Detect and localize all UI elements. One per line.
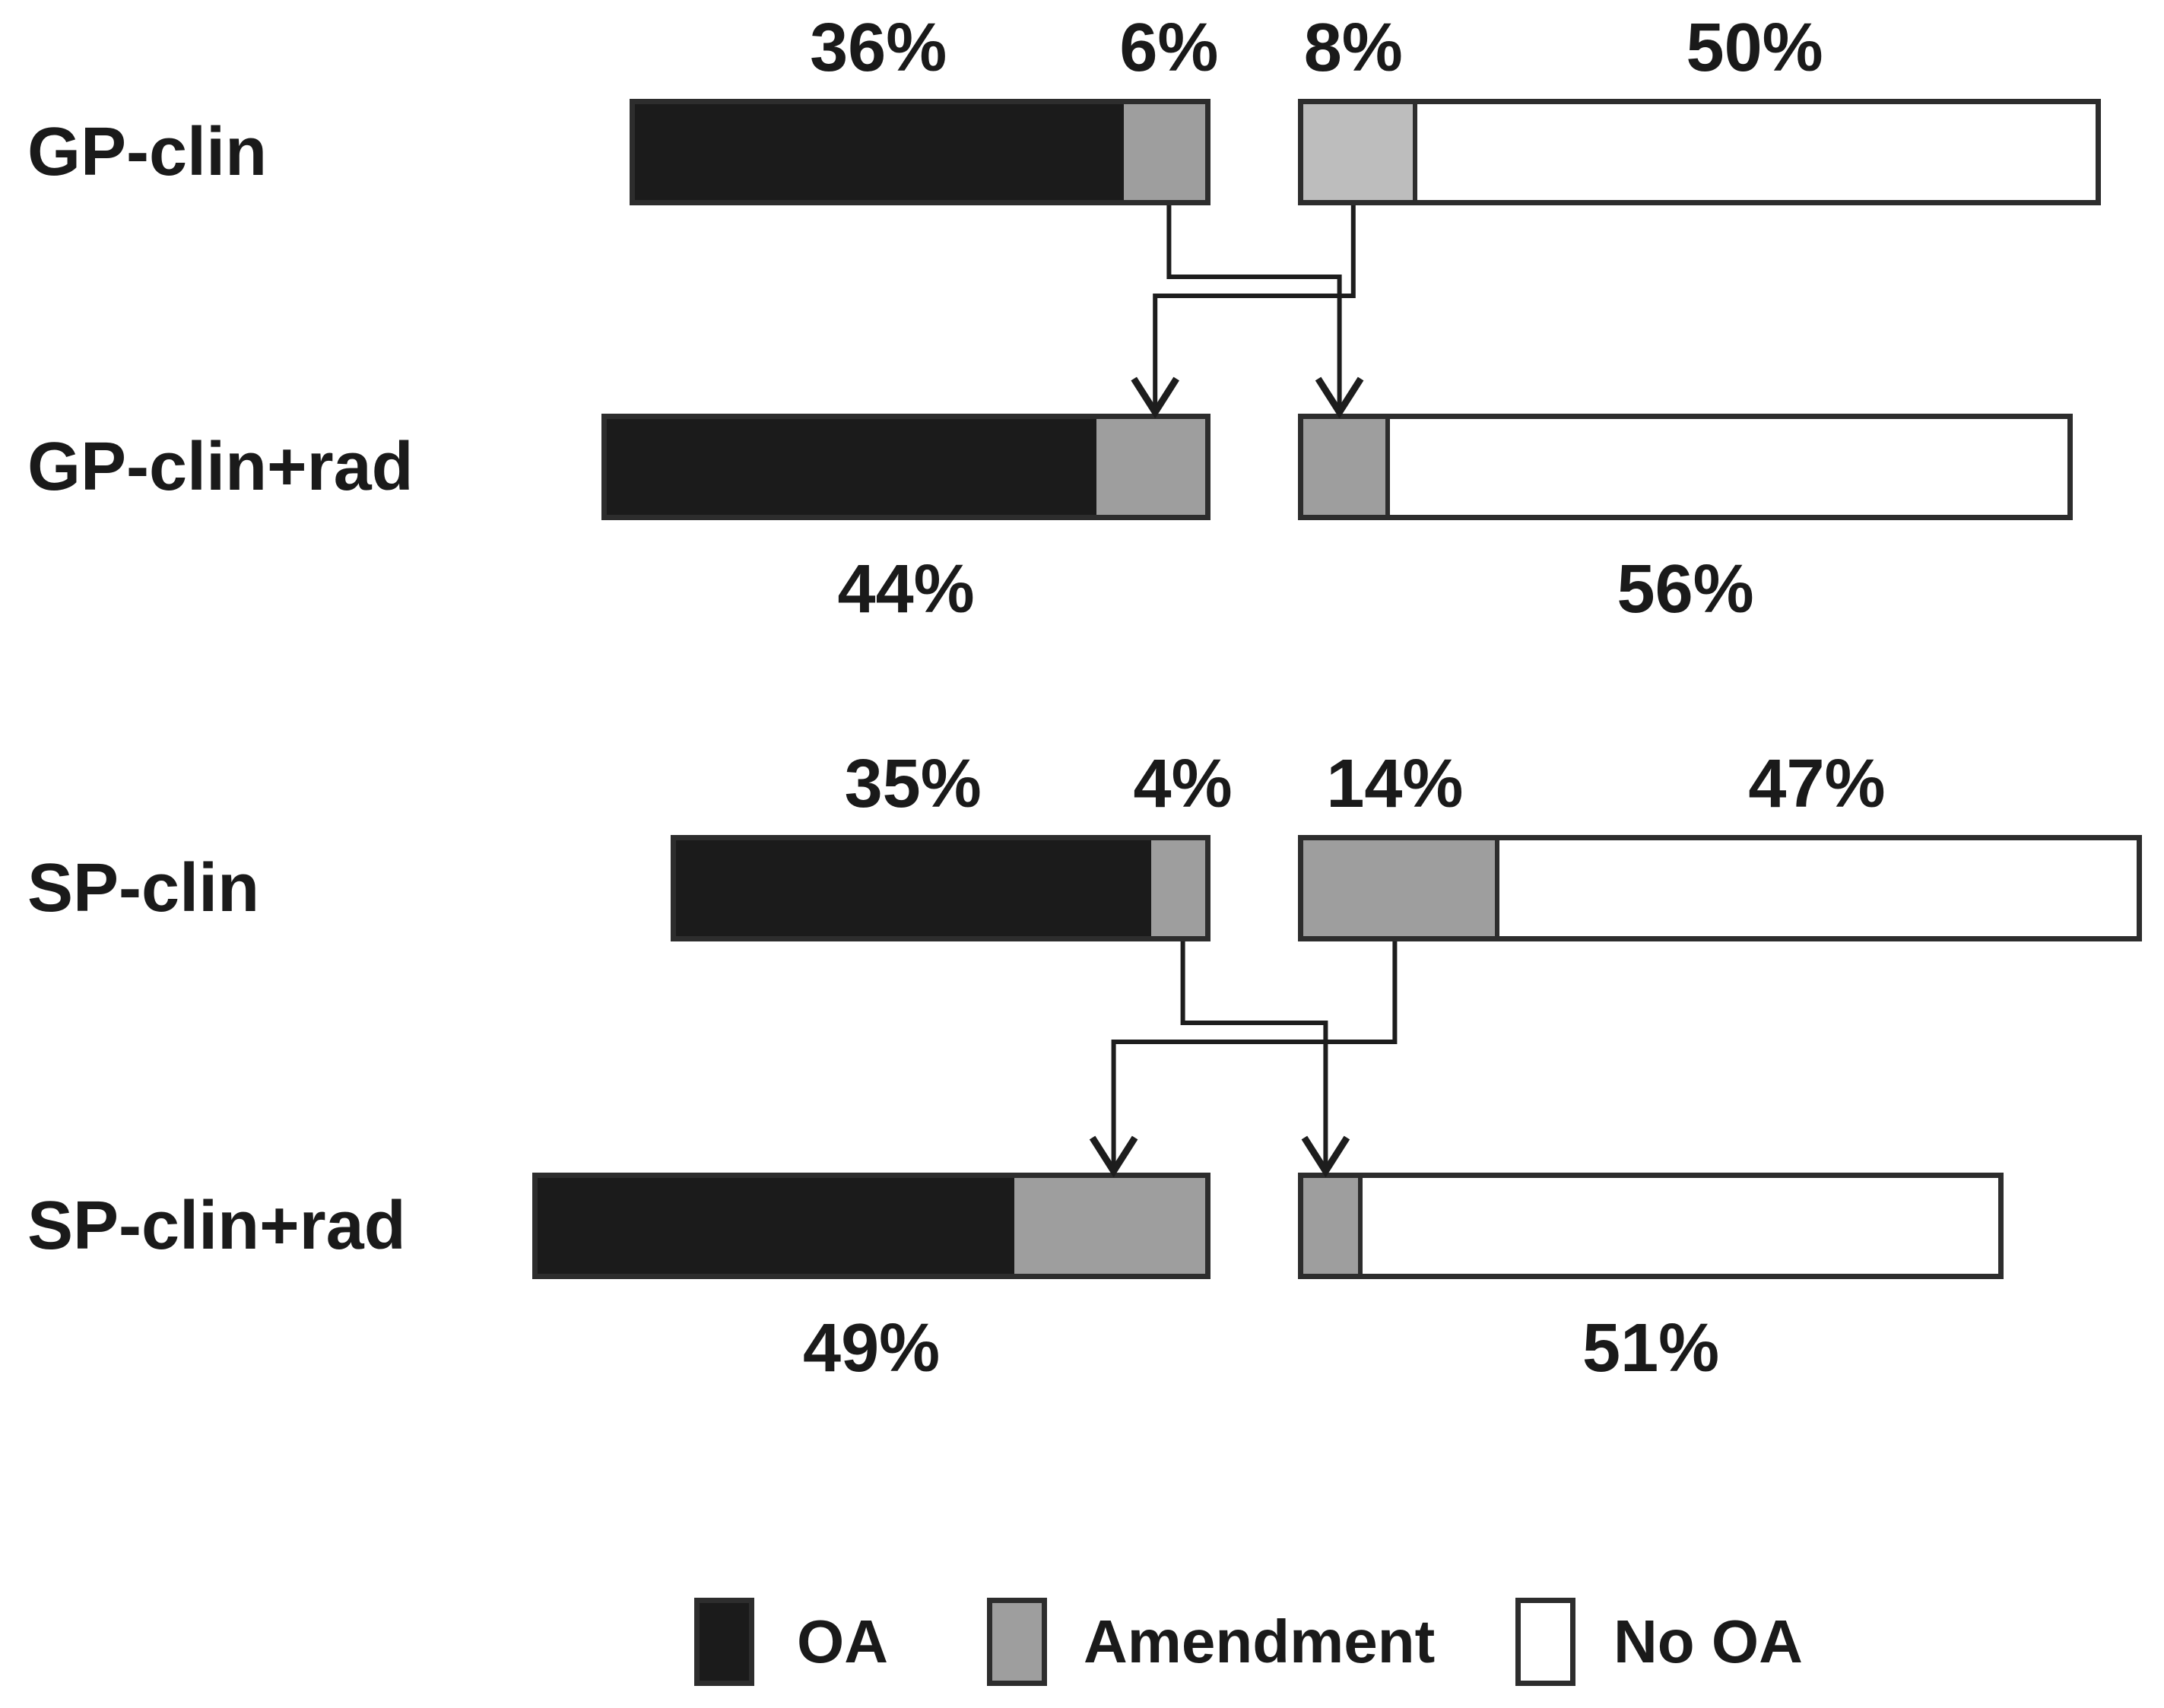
legend-label: No OA [1613, 1608, 1803, 1675]
row-label-sp-clin: SP-clin [27, 850, 260, 926]
segment-value-label: 50% [1686, 10, 1823, 86]
bar-segment-amendment [1123, 104, 1205, 200]
row-label-gp-clin-rad: GP-clin+rad [27, 429, 414, 505]
legend-label: Amendment [1084, 1608, 1436, 1675]
bar-segment-amendment [1303, 419, 1385, 515]
bar-segment-no-oa [1357, 1178, 1999, 1274]
bar-sp-row0-right [1298, 835, 2143, 941]
row-label-gp-clin: GP-clin [27, 114, 268, 190]
bar-total-label: 44% [837, 551, 975, 627]
bar-segment-no-oa [1494, 840, 2137, 936]
legend-swatch-no-oa [1515, 1598, 1575, 1686]
bar-segment-amendment [1014, 1178, 1205, 1274]
bar-segment-no-oa [1412, 104, 2096, 200]
bar-segment-amendment [1303, 1178, 1358, 1274]
segment-value-label: 36% [810, 10, 947, 86]
segment-value-label: 14% [1326, 746, 1464, 822]
bar-sp-row0-left [671, 835, 1211, 941]
segment-value-label: 47% [1748, 746, 1886, 822]
segment-value-label: 4% [1133, 746, 1233, 822]
bar-total-label: 49% [803, 1310, 941, 1386]
bar-gp-row1-left [601, 414, 1211, 520]
bar-total-label: 51% [1582, 1310, 1720, 1386]
legend-swatch-amendment [987, 1598, 1047, 1686]
segment-value-label: 8% [1303, 10, 1403, 86]
bar-gp-row1-right [1298, 414, 2074, 520]
bar-sp-row1-left [532, 1173, 1211, 1279]
bar-gp-row0-right [1298, 99, 2101, 205]
segment-value-label: 6% [1119, 10, 1219, 86]
bar-segment-amendment [1150, 840, 1205, 936]
bar-gp-row0-left [629, 99, 1211, 205]
bar-segment-oa [538, 1178, 1015, 1274]
bar-segment-amendment [1303, 104, 1413, 200]
legend-label: OA [797, 1608, 888, 1675]
legend-swatch-oa [694, 1598, 754, 1686]
bar-segment-oa [634, 104, 1124, 200]
bar-segment-oa [607, 419, 1096, 515]
bar-total-label: 56% [1617, 551, 1754, 627]
row-label-sp-clin-rad: SP-clin+rad [27, 1188, 406, 1264]
bar-segment-oa [676, 840, 1151, 936]
segment-value-label: 35% [844, 746, 982, 822]
bar-segment-amendment [1303, 840, 1495, 936]
bar-sp-row1-right [1298, 1173, 2004, 1279]
bar-segment-no-oa [1385, 419, 2068, 515]
bar-segment-amendment [1096, 419, 1205, 515]
